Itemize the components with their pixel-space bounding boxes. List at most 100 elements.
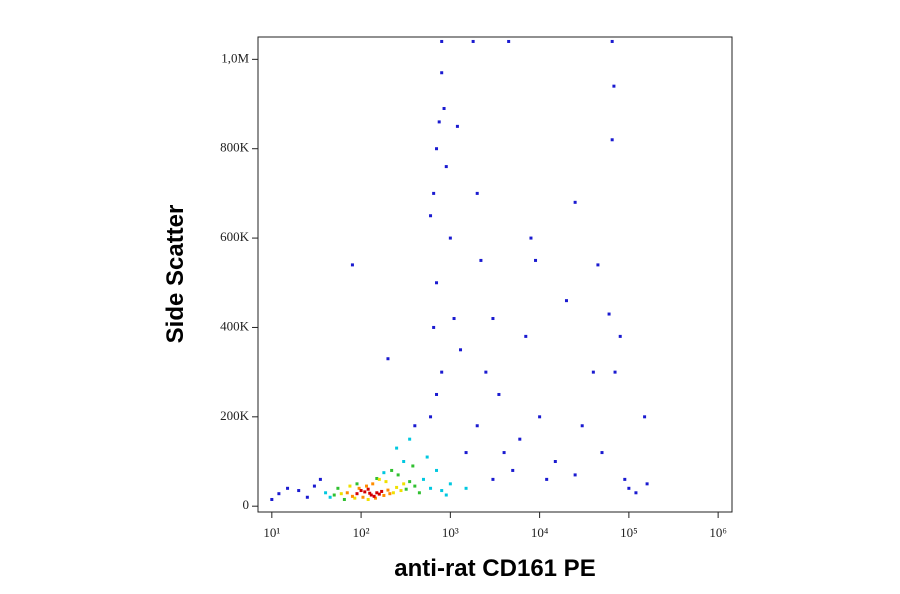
point bbox=[270, 497, 274, 501]
point bbox=[610, 138, 614, 142]
point bbox=[553, 460, 557, 464]
point bbox=[429, 486, 433, 490]
point bbox=[359, 489, 363, 493]
point bbox=[442, 106, 446, 110]
point bbox=[634, 491, 638, 495]
point bbox=[386, 357, 390, 361]
point bbox=[357, 486, 361, 490]
point bbox=[402, 482, 406, 486]
point bbox=[612, 84, 616, 88]
point bbox=[573, 473, 577, 477]
point bbox=[384, 480, 388, 484]
point bbox=[368, 491, 372, 495]
point bbox=[627, 486, 631, 490]
point bbox=[408, 437, 412, 441]
point bbox=[596, 263, 600, 267]
point bbox=[371, 482, 375, 486]
point bbox=[538, 415, 542, 419]
point bbox=[429, 415, 433, 419]
y-tick-label: 1,0M bbox=[221, 50, 249, 65]
point bbox=[444, 493, 448, 497]
point bbox=[497, 392, 501, 396]
plot-frame bbox=[257, 36, 733, 513]
point bbox=[353, 496, 357, 500]
y-tick-label: 800K bbox=[220, 140, 250, 155]
point bbox=[452, 317, 456, 321]
point bbox=[435, 281, 439, 285]
point bbox=[643, 415, 647, 419]
y-axis-title: Side Scatter bbox=[162, 205, 189, 344]
point bbox=[645, 482, 649, 486]
point bbox=[432, 325, 436, 329]
point bbox=[297, 489, 301, 493]
point bbox=[286, 486, 290, 490]
point bbox=[413, 484, 417, 488]
point bbox=[425, 455, 429, 459]
point bbox=[444, 165, 448, 169]
point bbox=[395, 485, 399, 489]
point bbox=[332, 493, 336, 497]
point bbox=[455, 124, 459, 128]
point bbox=[437, 120, 441, 124]
point bbox=[350, 263, 354, 267]
point bbox=[382, 471, 386, 475]
point bbox=[623, 477, 627, 481]
point bbox=[475, 424, 479, 428]
point bbox=[580, 424, 584, 428]
point bbox=[365, 484, 369, 488]
point bbox=[369, 493, 373, 497]
point bbox=[613, 370, 617, 374]
x-tick-label: 10³ bbox=[442, 525, 459, 540]
point bbox=[440, 39, 444, 43]
point bbox=[402, 460, 406, 464]
point bbox=[345, 491, 349, 495]
point bbox=[491, 317, 495, 321]
point bbox=[348, 484, 352, 488]
y-tick-label: 400K bbox=[220, 318, 250, 333]
point bbox=[413, 424, 417, 428]
point bbox=[529, 236, 533, 240]
point bbox=[591, 370, 595, 374]
point bbox=[366, 497, 370, 501]
point bbox=[479, 258, 483, 262]
point bbox=[491, 477, 495, 481]
point bbox=[435, 392, 439, 396]
point bbox=[366, 487, 370, 491]
point bbox=[600, 451, 604, 455]
point bbox=[380, 489, 384, 493]
point bbox=[355, 482, 359, 486]
point bbox=[408, 480, 412, 484]
point bbox=[277, 492, 281, 496]
point bbox=[363, 490, 367, 494]
point bbox=[305, 495, 309, 499]
point bbox=[435, 468, 439, 472]
point bbox=[545, 477, 549, 481]
point bbox=[373, 496, 377, 500]
point bbox=[511, 468, 515, 472]
point bbox=[435, 147, 439, 151]
point bbox=[336, 486, 340, 490]
point bbox=[312, 484, 316, 488]
point bbox=[440, 489, 444, 493]
point bbox=[355, 492, 359, 496]
point bbox=[432, 191, 436, 195]
point bbox=[375, 491, 379, 495]
point bbox=[448, 482, 452, 486]
point bbox=[390, 468, 394, 472]
point bbox=[404, 487, 408, 491]
point bbox=[524, 334, 528, 338]
point bbox=[324, 491, 328, 495]
point bbox=[388, 492, 392, 496]
point bbox=[429, 214, 433, 218]
point bbox=[471, 39, 475, 43]
point bbox=[350, 494, 354, 498]
point bbox=[484, 370, 488, 374]
x-tick-label: 10² bbox=[353, 525, 370, 540]
point bbox=[534, 258, 538, 262]
point bbox=[399, 489, 403, 493]
point bbox=[518, 437, 522, 441]
point bbox=[386, 488, 390, 492]
point bbox=[475, 191, 479, 195]
point bbox=[440, 370, 444, 374]
